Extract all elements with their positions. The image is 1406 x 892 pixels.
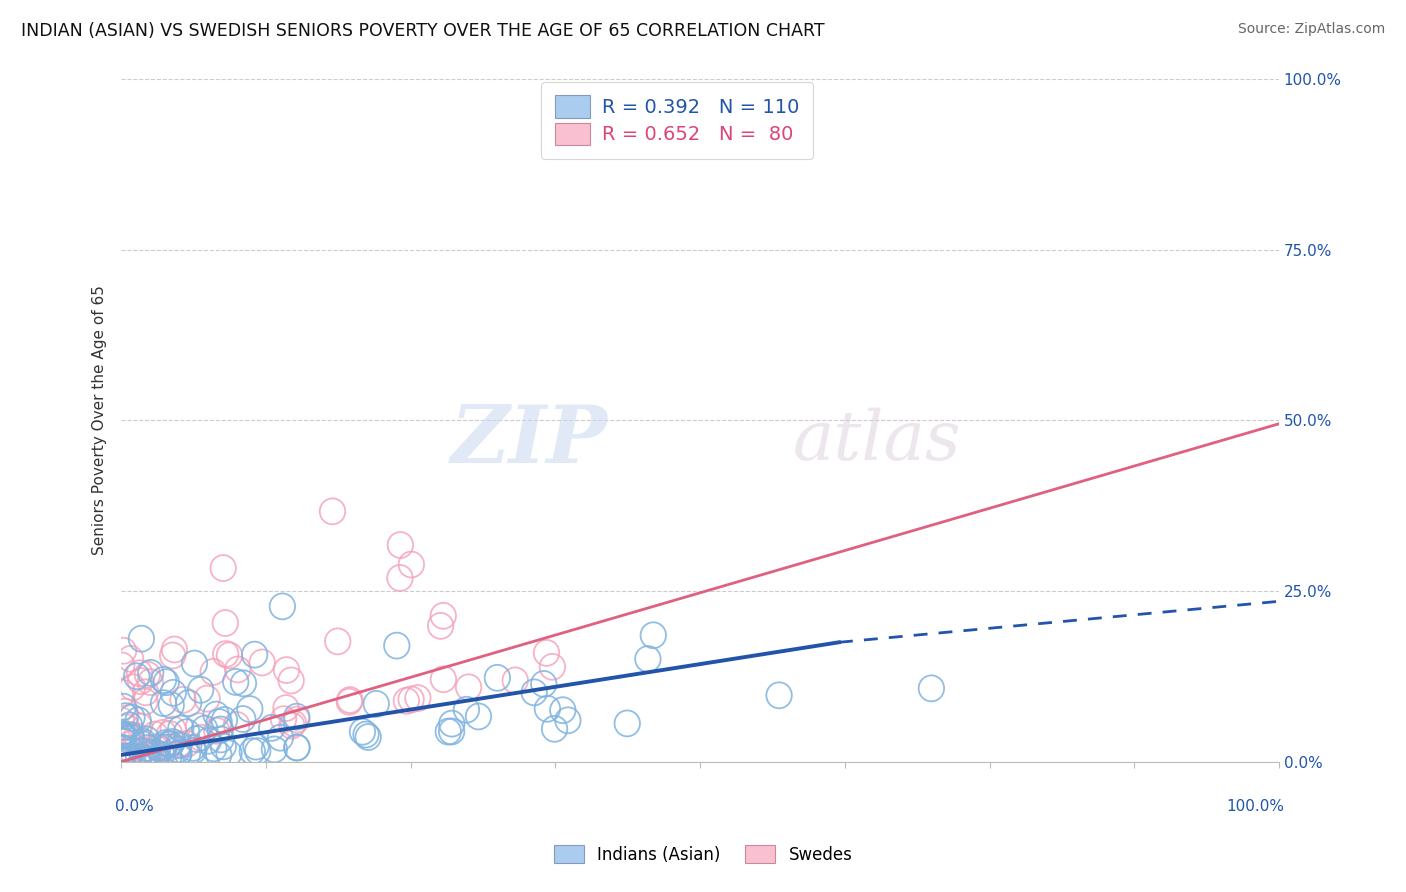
- Text: atlas: atlas: [793, 408, 962, 475]
- Text: INDIAN (ASIAN) VS SWEDISH SENIORS POVERTY OVER THE AGE OF 65 CORRELATION CHART: INDIAN (ASIAN) VS SWEDISH SENIORS POVERT…: [21, 22, 825, 40]
- Text: Source: ZipAtlas.com: Source: ZipAtlas.com: [1237, 22, 1385, 37]
- Text: 0.0%: 0.0%: [115, 799, 155, 814]
- Legend: R = 0.392   N = 110, R = 0.652   N =  80: R = 0.392 N = 110, R = 0.652 N = 80: [541, 82, 813, 159]
- Text: 100.0%: 100.0%: [1226, 799, 1285, 814]
- Y-axis label: Seniors Poverty Over the Age of 65: Seniors Poverty Over the Age of 65: [93, 285, 107, 556]
- Text: ZIP: ZIP: [450, 402, 607, 480]
- Legend: Indians (Asian), Swedes: Indians (Asian), Swedes: [547, 838, 859, 871]
